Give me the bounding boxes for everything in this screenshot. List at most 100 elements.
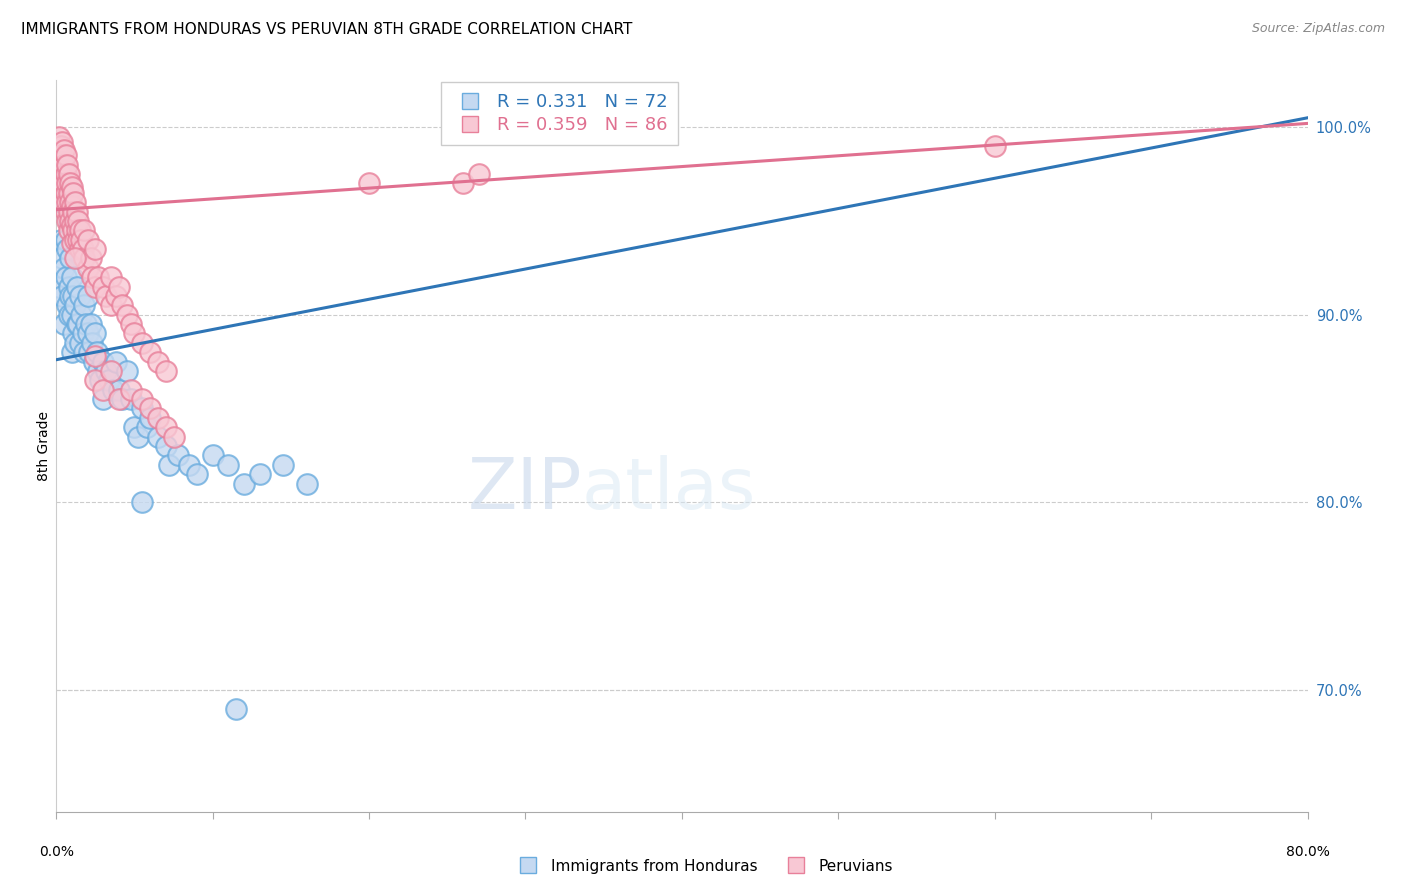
Point [73,223,96,237]
Point [84,326,107,341]
Y-axis label: 8th Grade: 8th Grade [37,411,51,481]
Point [73,298,96,312]
Point [58,214,80,228]
Point [59,252,82,266]
Point [91,392,114,406]
Point [139,401,162,416]
Point [120,392,142,406]
Text: Source: ZipAtlas.com: Source: ZipAtlas.com [1251,22,1385,36]
Point [49,148,72,162]
Point [60,345,83,359]
Point [55,148,77,162]
Point [146,354,169,368]
Point [69,223,91,237]
Point [63,335,86,350]
Point [249,467,271,482]
Point [75,317,97,331]
Point [162,429,184,443]
Point [67,214,90,228]
Point [467,167,489,181]
Point [62,223,84,237]
Point [55,270,77,285]
Point [225,701,247,715]
Point [51,167,73,181]
Point [48,148,70,162]
Point [67,317,90,331]
Point [58,308,80,322]
Text: atlas: atlas [582,456,756,524]
Point [55,204,77,219]
Point [89,373,111,387]
Text: 0.0%: 0.0% [39,846,73,860]
Point [91,383,114,397]
Point [100,298,122,312]
Point [146,410,169,425]
Point [120,317,142,331]
Point [58,204,80,219]
Point [73,252,96,266]
Point [111,392,134,406]
Point [60,199,83,213]
Point [124,420,146,434]
Point [63,214,86,228]
Point [139,410,162,425]
Point [48,279,70,293]
Point [48,129,70,144]
Point [136,420,159,434]
Point [59,195,82,210]
Point [84,242,107,256]
Text: IMMIGRANTS FROM HONDURAS VS PERUVIAN 8TH GRADE CORRELATION CHART: IMMIGRANTS FROM HONDURAS VS PERUVIAN 8TH… [21,22,633,37]
Point [53,195,76,210]
Point [60,180,83,194]
Point [59,214,82,228]
Point [131,335,153,350]
Point [62,326,84,341]
Point [86,345,108,359]
Point [56,242,79,256]
Point [201,449,224,463]
Point [108,383,131,397]
Point [131,495,153,509]
Point [115,364,138,378]
Point [53,158,76,172]
Point [70,233,93,247]
Point [84,373,107,387]
Point [77,345,100,359]
Point [51,289,73,303]
Point [65,223,87,237]
Point [49,167,72,181]
Point [46,139,69,153]
Point [55,233,77,247]
Point [56,177,79,191]
Point [100,364,122,378]
Text: 80.0%: 80.0% [1285,846,1330,860]
Point [60,270,83,285]
Point [60,236,83,251]
Point [55,167,77,181]
Text: ZIP: ZIP [467,456,582,524]
Point [56,158,79,172]
Point [79,252,101,266]
Point [58,186,80,200]
Point [84,349,107,363]
Point [56,214,79,228]
Point [51,148,73,162]
Point [69,289,91,303]
Point [53,317,76,331]
Point [87,270,110,285]
Point [63,298,86,312]
Point [87,364,110,378]
Point [82,335,104,350]
Point [63,233,86,247]
Point [186,467,208,482]
Point [56,298,79,312]
Point [62,289,84,303]
Point [76,260,98,275]
Point [59,289,82,303]
Point [146,429,169,443]
Point [58,167,80,181]
Point [69,242,91,256]
Point [101,383,124,397]
Point [60,308,83,322]
Point [76,289,98,303]
